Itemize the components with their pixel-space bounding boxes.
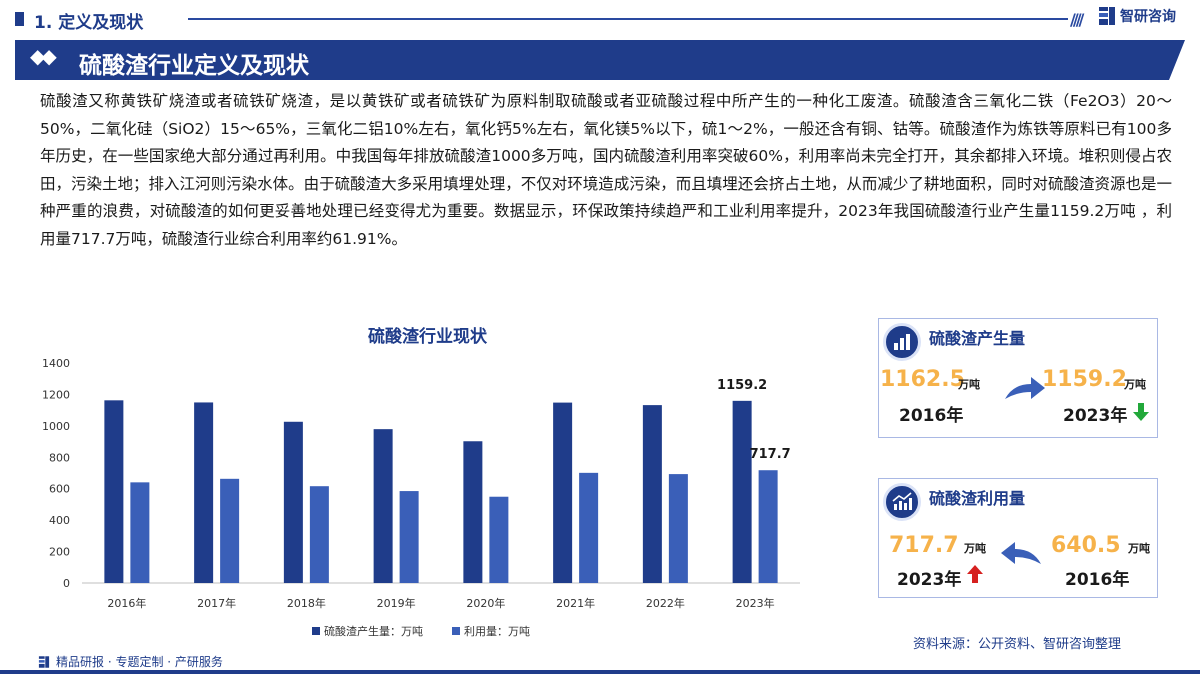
y-tick-label: 0 xyxy=(63,577,70,590)
arrow-left-icon xyxy=(1001,542,1041,564)
bar-chart-icon xyxy=(883,323,921,361)
bar-production xyxy=(373,429,393,583)
production-2023-year: 2023年 xyxy=(1063,406,1128,426)
bar-utilization xyxy=(220,478,240,583)
utilization-card: 硫酸渣利用量 717.7 万吨 2023年 640.5 万吨 2016年 xyxy=(878,478,1158,598)
legend-label: 硫酸渣产生量：万吨 xyxy=(324,624,423,638)
y-tick-label: 800 xyxy=(49,451,70,464)
production-2016-unit: 万吨 xyxy=(958,378,980,391)
footer-services: 精品研报 · 专题定制 · 产研服务 xyxy=(38,653,223,670)
x-tick-label: 2017年 xyxy=(197,596,236,610)
data-label: 1159.2 xyxy=(717,378,767,393)
brand: 智研咨询 xyxy=(1098,5,1176,27)
y-tick-label: 1000 xyxy=(42,420,70,433)
up-arrow-icon xyxy=(967,565,983,583)
bar-production xyxy=(553,402,573,583)
bar-utilization xyxy=(758,470,778,583)
card-header: 硫酸渣产生量 xyxy=(879,319,1157,361)
top-bar: 1. 定义及现状 //// 智研咨询 xyxy=(0,0,1200,34)
production-card: 硫酸渣产生量 1162.5 万吨 2016年 1159.2 万吨 2023年 xyxy=(878,318,1158,438)
brand-logo-icon xyxy=(1099,7,1115,25)
down-arrow-icon xyxy=(1133,403,1149,421)
bar-production xyxy=(194,402,214,583)
utilization-card-title: 硫酸渣利用量 xyxy=(929,489,1026,508)
legend-swatch xyxy=(312,627,320,635)
section-title: 1. 定义及现状 xyxy=(34,13,144,33)
bar-chart: 0 200 400 600 800 1000 1200 1400 2016年 2017年 2018年… xyxy=(42,357,800,638)
utilization-2023-year: 2023年 xyxy=(897,570,962,590)
production-2023-value: 1159.2 xyxy=(1042,367,1127,392)
bar-utilization xyxy=(579,472,599,583)
section-marker xyxy=(15,12,24,26)
utilization-2016-unit: 万吨 xyxy=(1128,542,1150,555)
utilization-2023-unit: 万吨 xyxy=(964,542,986,555)
y-tick-label: 200 xyxy=(49,546,70,559)
bar-production xyxy=(732,400,752,583)
x-tick-label: 2022年 xyxy=(646,596,685,610)
x-tick-label: 2018年 xyxy=(287,596,326,610)
brand-logo-icon xyxy=(38,655,50,668)
card-header: 硫酸渣利用量 xyxy=(879,479,1157,521)
production-2023-unit: 万吨 xyxy=(1124,378,1146,391)
bar-utilization xyxy=(399,491,419,583)
trend-up-chart-icon xyxy=(883,483,921,521)
bottom-strip xyxy=(0,670,1200,674)
production-card-title: 硫酸渣产生量 xyxy=(929,329,1026,348)
bar-production xyxy=(463,441,483,583)
chart-title: 硫酸渣行业现状 xyxy=(368,327,487,347)
bar-utilization xyxy=(668,474,688,583)
slash-decoration-icon: //// xyxy=(1070,10,1084,29)
bar-utilization xyxy=(130,482,150,583)
bar-production xyxy=(104,400,124,583)
arrow-right-icon xyxy=(1005,377,1045,399)
y-tick-label: 1400 xyxy=(42,357,70,370)
y-tick-label: 400 xyxy=(49,514,70,527)
x-tick-label: 2019年 xyxy=(377,596,416,610)
legend-swatch xyxy=(452,627,460,635)
production-2016-value: 1162.5 xyxy=(880,367,965,392)
data-source: 资料来源：公开资料、智研咨询整理 xyxy=(913,637,1122,652)
y-tick-label: 1200 xyxy=(42,388,70,401)
bar-utilization xyxy=(309,486,329,583)
x-tick-label: 2021年 xyxy=(556,596,595,610)
legend-label: 利用量：万吨 xyxy=(464,625,530,638)
bar-utilization xyxy=(489,496,509,583)
utilization-2016-year: 2016年 xyxy=(1065,570,1130,590)
production-2016-year: 2016年 xyxy=(899,406,964,426)
definition-paragraph: 硫酸渣又称黄铁矿烧渣或者硫铁矿烧渣，是以黄铁矿或者硫铁矿为原料制取硫酸或者亚硫酸… xyxy=(40,92,1172,248)
header-divider xyxy=(188,18,1068,20)
double-diamond-icon: ◆◆ xyxy=(30,44,53,68)
page-title: 硫酸渣行业定义及现状 xyxy=(79,53,309,79)
x-tick-label: 2020年 xyxy=(466,596,505,610)
data-label: 717.7 xyxy=(750,447,791,462)
x-tick-label: 2016年 xyxy=(107,596,146,610)
bar-production xyxy=(283,421,303,583)
utilization-2016-value: 640.5 xyxy=(1051,533,1121,558)
footer-services-text: 精品研报 · 专题定制 · 产研服务 xyxy=(56,655,223,669)
y-tick-label: 600 xyxy=(49,483,70,496)
bar-production xyxy=(642,405,662,583)
brand-name: 智研咨询 xyxy=(1120,9,1176,25)
title-banner: ◆◆ 硫酸渣行业定义及现状 xyxy=(15,40,1185,80)
x-tick-label: 2023年 xyxy=(736,596,775,610)
utilization-2023-value: 717.7 xyxy=(889,533,959,558)
